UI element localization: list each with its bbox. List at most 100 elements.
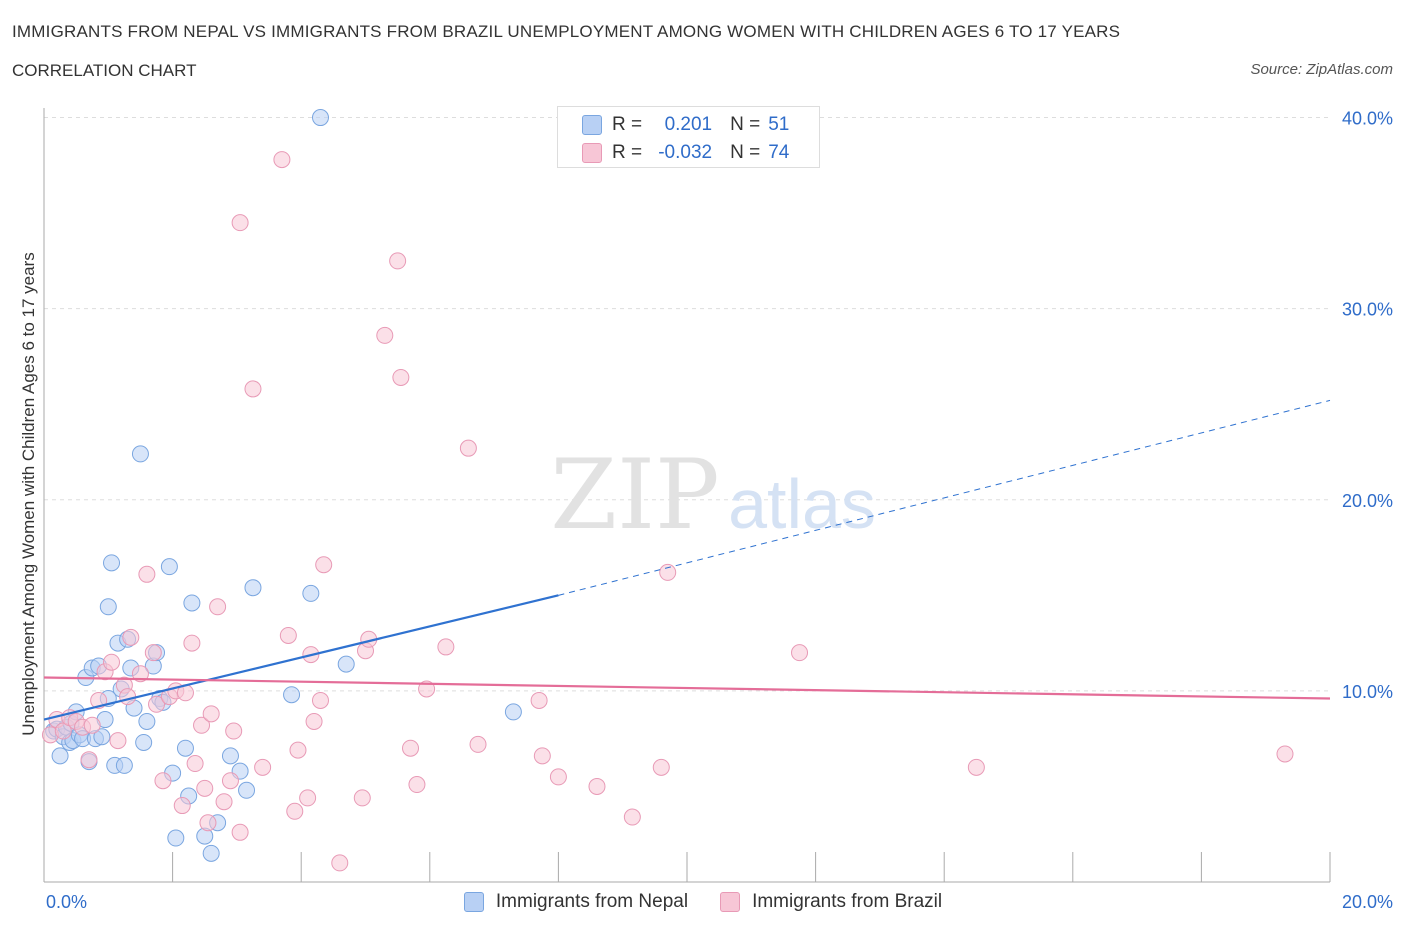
point-brazil-34 xyxy=(231,823,249,841)
point-brazil-51 xyxy=(376,326,394,344)
point-brazil-69 xyxy=(1276,745,1294,763)
x-tick-label: 0.0% xyxy=(46,892,87,912)
point-brazil-15 xyxy=(131,665,149,683)
point-brazil-45 xyxy=(311,691,329,709)
point-nepal-47 xyxy=(244,579,262,597)
legend-item-brazil[interactable]: Immigrants from Brazil xyxy=(720,891,942,913)
point-brazil-53 xyxy=(392,368,410,386)
y-tick-label: 40.0% xyxy=(1342,109,1393,129)
correlation-stats-box: R = 0.201 N = 51 R = -0.032 N = 74 xyxy=(557,106,820,168)
watermark-atlas: atlas xyxy=(728,465,876,543)
point-brazil-65 xyxy=(652,758,670,776)
point-nepal-52 xyxy=(504,703,522,721)
nepal-r-label: R = xyxy=(612,114,643,135)
legend-item-nepal[interactable]: Immigrants from Nepal xyxy=(463,891,689,913)
point-brazil-10 xyxy=(103,653,121,671)
point-brazil-60 xyxy=(530,691,548,709)
point-brazil-63 xyxy=(588,777,606,795)
point-brazil-31 xyxy=(215,793,233,811)
brazil-r-value: -0.032 xyxy=(658,142,713,163)
point-brazil-38 xyxy=(273,151,291,169)
legend-label-brazil: Immigrants from Brazil xyxy=(752,891,943,912)
point-brazil-22 xyxy=(173,797,191,815)
point-brazil-11 xyxy=(109,732,127,750)
point-brazil-16 xyxy=(138,565,156,583)
point-brazil-14 xyxy=(122,628,140,646)
nepal-n-value: 51 xyxy=(768,114,790,135)
point-nepal-46 xyxy=(238,781,256,799)
source-credit: Source: ZipAtlas.com xyxy=(1250,61,1393,78)
point-brazil-68 xyxy=(967,758,985,776)
point-nepal-30 xyxy=(138,712,156,730)
point-brazil-32 xyxy=(221,772,239,790)
point-brazil-25 xyxy=(186,755,204,773)
point-brazil-55 xyxy=(408,776,426,794)
point-brazil-24 xyxy=(183,634,201,652)
point-nepal-29 xyxy=(135,733,153,751)
point-brazil-42 xyxy=(299,789,317,807)
point-brazil-19 xyxy=(154,772,172,790)
point-nepal-20 xyxy=(103,554,121,572)
brazil-n-value: 74 xyxy=(768,142,790,163)
point-brazil-52 xyxy=(389,252,407,270)
point-nepal-16 xyxy=(93,728,111,746)
point-brazil-47 xyxy=(331,854,349,872)
point-nepal-2 xyxy=(51,747,69,765)
brazil-r-label: R = xyxy=(612,142,643,163)
point-nepal-48 xyxy=(283,686,301,704)
chart-subtitle: CORRELATION CHART xyxy=(12,61,197,80)
point-brazil-57 xyxy=(437,638,455,656)
point-nepal-51 xyxy=(337,655,355,673)
point-brazil-36 xyxy=(244,380,262,398)
point-brazil-67 xyxy=(791,644,809,662)
grid-lines xyxy=(44,117,1330,692)
point-brazil-28 xyxy=(199,814,217,832)
point-brazil-35 xyxy=(231,214,249,232)
nepal-swatch xyxy=(582,115,602,135)
legend-label-nepal: Immigrants from Nepal xyxy=(495,891,689,912)
brazil-swatch xyxy=(582,143,602,163)
point-nepal-19 xyxy=(99,598,117,616)
watermark-zip: ZIP xyxy=(550,439,719,551)
legend-swatch-brazil xyxy=(720,892,741,912)
y-tick-label: 20.0% xyxy=(1342,491,1393,511)
point-nepal-40 xyxy=(183,594,201,612)
point-brazil-7 xyxy=(83,716,101,734)
point-brazil-59 xyxy=(469,735,487,753)
legend-swatch-nepal xyxy=(463,892,484,912)
point-brazil-56 xyxy=(418,680,436,698)
trend-lines xyxy=(43,399,1331,721)
trendline-brazil xyxy=(43,676,1331,700)
tick-labels: 10.0% 20.0% 30.0% 40.0% 0.0% 20.0% xyxy=(46,109,1393,912)
point-brazil-46 xyxy=(315,556,333,574)
point-nepal-35 xyxy=(160,558,178,576)
point-brazil-58 xyxy=(459,439,477,457)
point-nepal-42 xyxy=(202,844,220,862)
point-nepal-24 xyxy=(115,756,133,774)
brazil-n-label: N = xyxy=(730,142,761,163)
data-points xyxy=(41,109,1294,872)
point-brazil-61 xyxy=(533,747,551,765)
chart-title: IMMIGRANTS FROM NEPAL VS IMMIGRANTS FROM… xyxy=(12,22,1121,41)
point-brazil-54 xyxy=(402,739,420,757)
axes xyxy=(43,108,1331,883)
point-brazil-37 xyxy=(254,758,272,776)
trendline-nepal xyxy=(43,594,559,721)
watermark: ZIP atlas xyxy=(550,439,876,551)
point-brazil-39 xyxy=(279,626,297,644)
point-brazil-64 xyxy=(623,808,641,826)
point-brazil-30 xyxy=(209,598,227,616)
point-nepal-28 xyxy=(131,445,149,463)
point-nepal-44 xyxy=(221,747,239,765)
y-tick-label: 10.0% xyxy=(1342,682,1393,702)
point-brazil-41 xyxy=(289,741,307,759)
point-brazil-26 xyxy=(193,716,211,734)
point-brazil-44 xyxy=(305,712,323,730)
point-brazil-17 xyxy=(144,644,162,662)
point-nepal-49 xyxy=(302,584,320,602)
chart-legend: Immigrants from Nepal Immigrants from Br… xyxy=(0,891,1406,913)
trendline-nepal-extension xyxy=(558,399,1331,596)
stats-row-nepal: R = 0.201 N = 51 xyxy=(582,112,789,138)
point-brazil-33 xyxy=(225,722,243,740)
